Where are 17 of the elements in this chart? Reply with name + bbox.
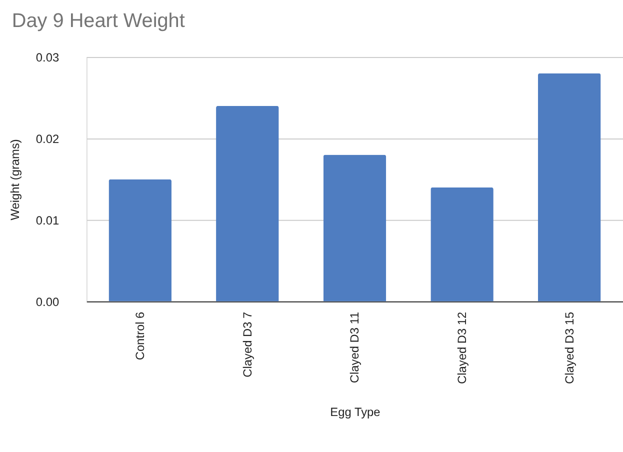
y-axis-title: Weight (grams) — [8, 139, 22, 220]
x-axis-title: Egg Type — [330, 405, 381, 420]
x-tick-label: Clayed D3 7 — [240, 311, 254, 378]
y-tick-label: 0.01 — [36, 213, 60, 228]
bar — [323, 154, 386, 302]
bar — [430, 187, 494, 302]
x-tick-label: Clayed D3 12 — [455, 311, 470, 384]
bar — [538, 73, 601, 302]
y-tick-label: 0.03 — [36, 50, 60, 64]
y-tick-label: 0.02 — [36, 132, 60, 146]
x-tick-label: Clayed D3 11 — [348, 311, 362, 384]
x-tick-label: Control 6 — [133, 311, 148, 360]
x-tick-label: Clayed D3 15 — [562, 311, 576, 384]
bar — [108, 179, 172, 302]
bar — [216, 106, 279, 302]
y-tick-label: 0.00 — [36, 294, 60, 309]
chart-title: Day 9 Heart Weight — [12, 10, 186, 32]
